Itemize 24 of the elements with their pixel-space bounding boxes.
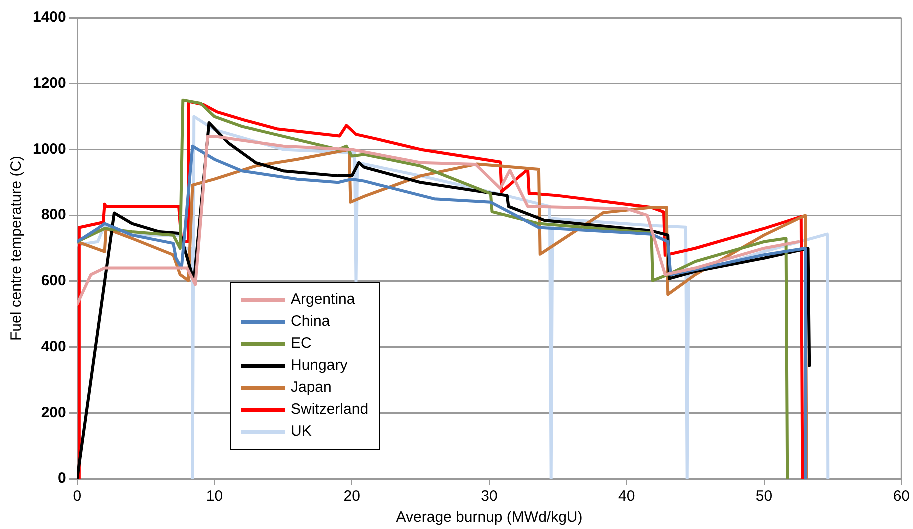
y-tick-label: 1400	[32, 9, 66, 26]
y-axis-title: Fuel centre temperature (C)	[8, 156, 26, 342]
x-tick-label: 20	[344, 488, 360, 506]
x-axis-title: Average burnup (MWd/kgU)	[396, 509, 583, 526]
x-tick-label: 0	[73, 488, 82, 506]
y-tick-label: 0	[58, 470, 66, 488]
legend-label: Switzerland	[291, 400, 369, 420]
x-tick-label: 40	[618, 488, 636, 506]
y-tick-label: 400	[41, 338, 66, 356]
y-tick-label: 1000	[32, 140, 66, 158]
legend-label: Argentina	[291, 290, 356, 310]
legend-label: UK	[291, 422, 312, 442]
legend-label: Hungary	[291, 356, 348, 376]
x-tick-label: 30	[481, 488, 498, 506]
y-tick-label: 1200	[32, 75, 66, 92]
legend-label: Japan	[291, 378, 332, 398]
x-tick-label: 10	[206, 488, 224, 506]
x-tick-label: 60	[893, 488, 910, 506]
legend-label: EC	[291, 334, 312, 354]
y-tick-label: 200	[41, 404, 66, 422]
y-tick-label: 600	[41, 272, 66, 290]
legend-label: China	[291, 312, 330, 332]
x-tick-label: 50	[756, 488, 773, 506]
y-tick-label: 800	[41, 206, 66, 224]
